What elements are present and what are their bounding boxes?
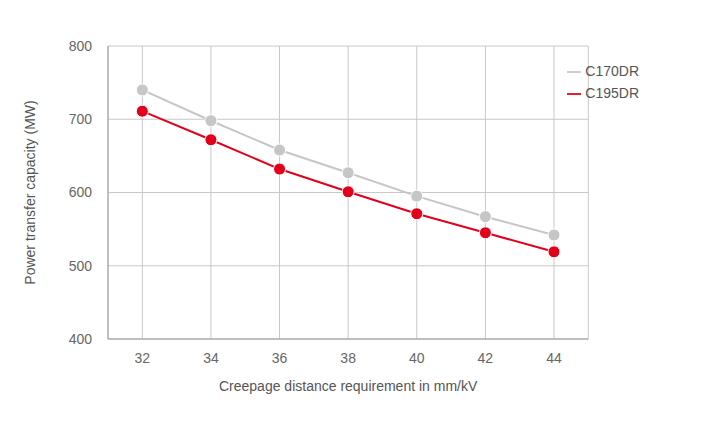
svg-text:40: 40 [409,350,425,366]
svg-text:44: 44 [546,350,562,366]
svg-text:36: 36 [272,350,288,366]
svg-text:Power transfer capacity (MW): Power transfer capacity (MW) [22,100,38,284]
svg-text:Creepage distance requirement: Creepage distance requirement in mm/kV [219,378,478,394]
svg-text:34: 34 [203,350,219,366]
svg-text:32: 32 [135,350,151,366]
svg-text:42: 42 [478,350,494,366]
svg-text:800: 800 [69,38,93,54]
svg-text:600: 600 [69,184,93,200]
svg-text:38: 38 [340,350,356,366]
svg-text:400: 400 [69,331,93,347]
html-text:C170DR: C170DR [585,63,639,79]
svg-text:500: 500 [69,258,93,274]
html-text:C195DR: C195DR [585,85,639,101]
svg-text:700: 700 [69,111,93,127]
